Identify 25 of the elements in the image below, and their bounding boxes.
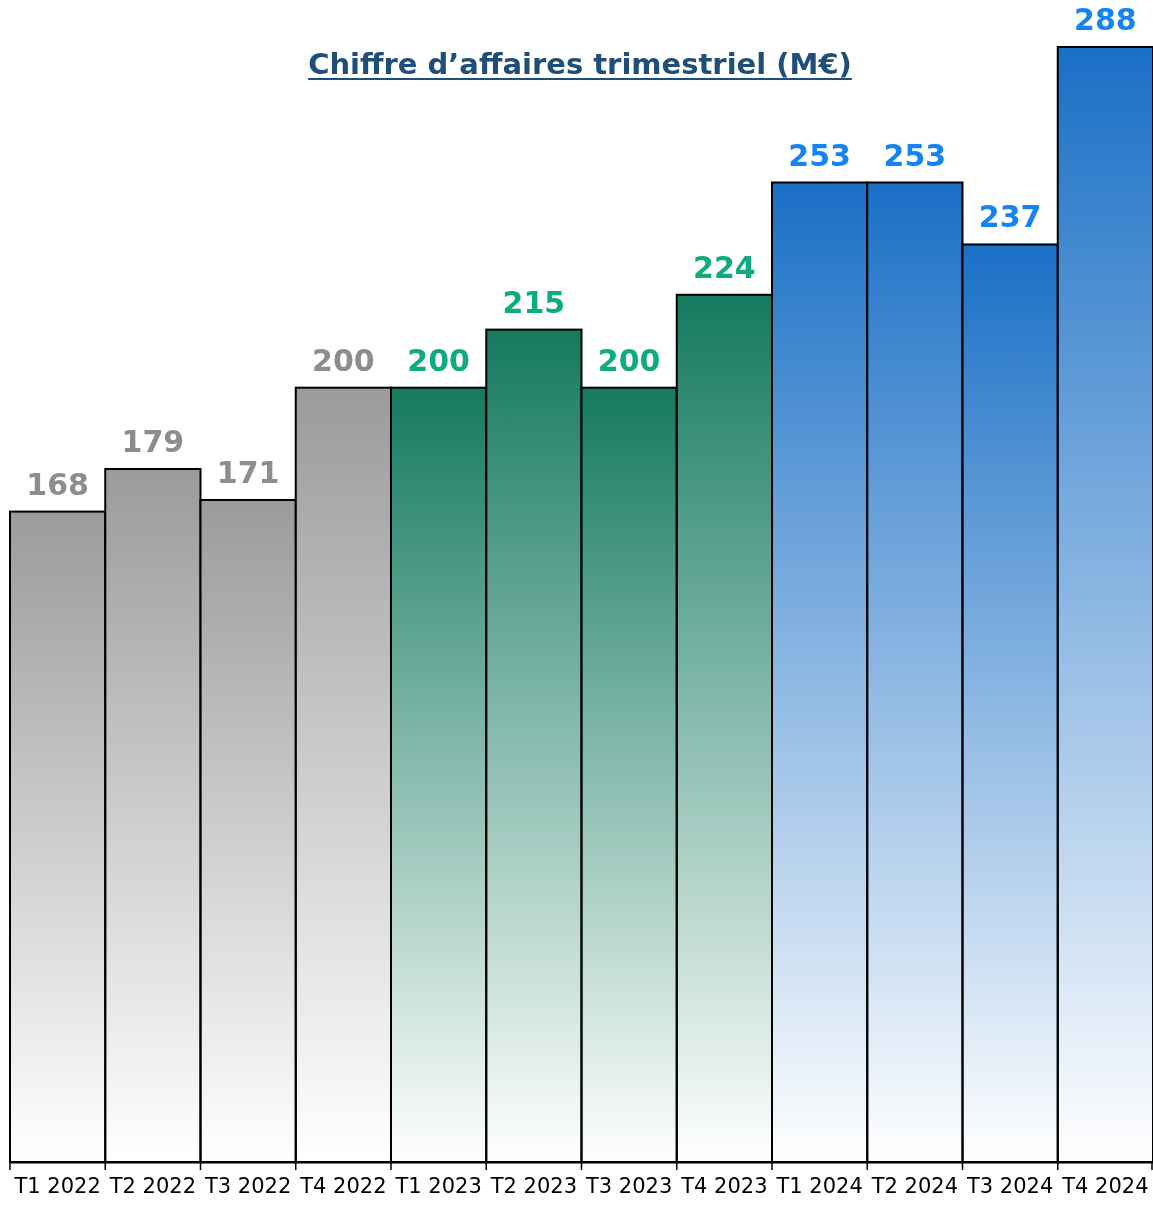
x-tick-label: T4 2022 xyxy=(299,1174,387,1199)
data-label: 253 xyxy=(788,137,851,173)
x-tick-label: T2 2024 xyxy=(870,1174,959,1199)
x-tick-label: T3 2024 xyxy=(965,1174,1054,1199)
data-label: 253 xyxy=(883,137,947,173)
x-tick-label: T1 2023 xyxy=(394,1174,482,1199)
x-tick-label: T1 2024 xyxy=(775,1174,863,1199)
data-label: 200 xyxy=(312,342,375,378)
data-label: 200 xyxy=(597,342,661,378)
data-label: 215 xyxy=(502,284,566,320)
data-label: 168 xyxy=(26,466,89,502)
x-tick-label: T3 2022 xyxy=(203,1174,292,1199)
data-label: 237 xyxy=(978,199,1042,235)
data-label: 171 xyxy=(216,454,280,490)
data-label: 200 xyxy=(407,342,470,378)
data-label: 179 xyxy=(121,424,185,459)
x-tick-label: T4 2024 xyxy=(1061,1174,1149,1199)
x-tick-label: T2 2022 xyxy=(108,1174,197,1199)
x-tick-label: T2 2023 xyxy=(489,1174,578,1199)
x-tick-label: T1 2022 xyxy=(13,1174,101,1199)
data-label: 224 xyxy=(693,249,756,285)
x-tick-label: T3 2023 xyxy=(584,1174,673,1199)
x-tick-label: T4 2023 xyxy=(680,1174,768,1199)
chart-title: Chiffre d’affaires trimestriel (M€) xyxy=(308,47,852,81)
data-label: 288 xyxy=(1074,2,1137,37)
